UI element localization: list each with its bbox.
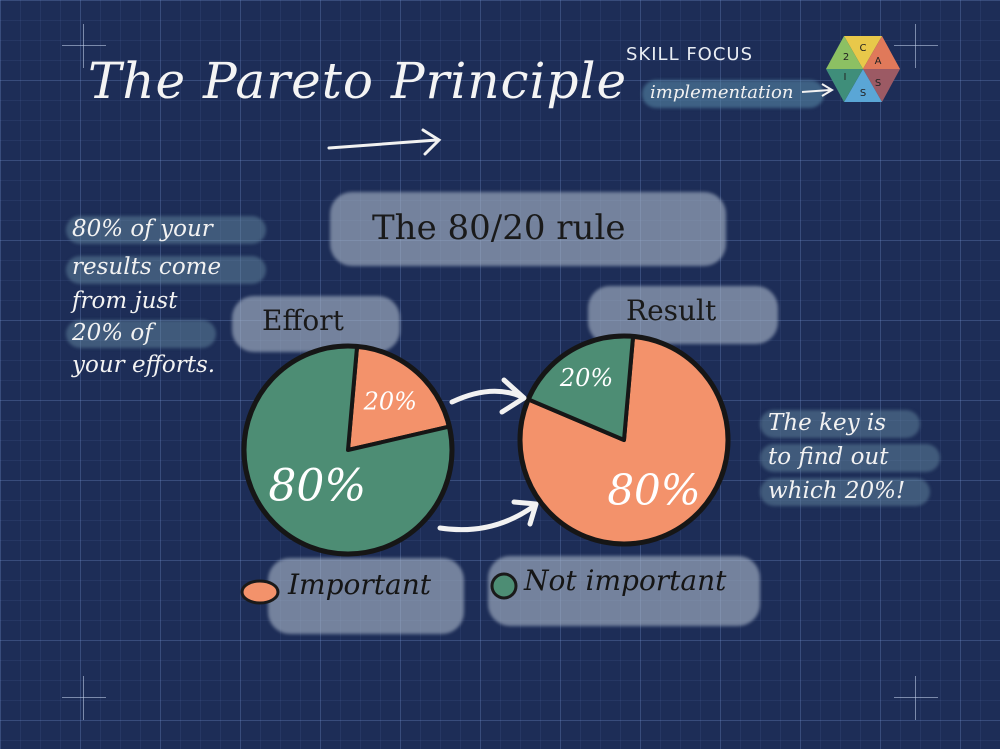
corner-mark-top-right bbox=[894, 24, 938, 68]
rule-heading-highlight bbox=[330, 192, 726, 266]
right-note-highlight-3 bbox=[760, 478, 930, 506]
left-note-highlight-4 bbox=[66, 320, 216, 348]
logo-letter-s2: S bbox=[860, 88, 866, 99]
left-note-line-1: 80% of your bbox=[72, 216, 213, 242]
left-note-line-5: your efforts. bbox=[72, 352, 216, 378]
right-note-line-1: The key is bbox=[768, 410, 887, 436]
left-note-line-2: results come bbox=[72, 254, 222, 280]
logo-letter-a: A bbox=[875, 56, 882, 67]
left-note-line-4: 20% of bbox=[72, 320, 153, 346]
legend-not-important-label: Not important bbox=[524, 564, 727, 597]
corner-mark-bottom-left bbox=[62, 676, 106, 720]
rule-heading: The 80/20 rule bbox=[372, 208, 626, 248]
skill-focus-value: implementation bbox=[650, 82, 794, 103]
effort-pie-title: Effort bbox=[262, 304, 344, 337]
legend-important-label: Important bbox=[288, 568, 432, 601]
legend-not-important-highlight bbox=[488, 556, 760, 626]
skill-arrow bbox=[801, 83, 834, 97]
effort-label-highlight bbox=[232, 296, 400, 352]
effort-pie-outline bbox=[241, 343, 455, 557]
effort-pie: 20% 80% bbox=[241, 343, 455, 557]
effort-slice-label-important: 20% bbox=[363, 388, 417, 416]
bottom-connector-arrowhead bbox=[511, 499, 539, 527]
left-note-highlight-2 bbox=[66, 256, 266, 284]
corner-mark-bottom-right bbox=[894, 676, 938, 720]
result-pie-outline bbox=[517, 333, 731, 547]
corner-mark-top-left bbox=[62, 24, 106, 68]
legend-not-important-swatch bbox=[490, 572, 518, 600]
logo-letter-i: I bbox=[844, 72, 847, 83]
result-slice-label-not-important: 20% bbox=[559, 364, 613, 392]
logo-letter-2: 2 bbox=[843, 52, 849, 63]
effort-slice-label-not-important: 80% bbox=[268, 461, 366, 512]
skill-value-highlight bbox=[642, 80, 824, 108]
page-title: The Pareto Principle bbox=[88, 52, 628, 110]
right-note-line-3: which 20%! bbox=[768, 478, 906, 504]
bottom-connector-arrow bbox=[437, 503, 537, 533]
right-note-highlight-2 bbox=[760, 444, 940, 472]
logo-letter-c: C bbox=[860, 43, 867, 54]
right-note-line-2: to find out bbox=[768, 444, 889, 470]
result-slice-label-important: 80% bbox=[607, 466, 700, 515]
top-connector-arrow bbox=[449, 388, 523, 405]
legend-important-highlight bbox=[268, 558, 464, 634]
logo-letter-s: S bbox=[875, 78, 881, 89]
legend-important-swatch bbox=[240, 579, 280, 605]
skill-focus-title: SKILL FOCUS bbox=[626, 44, 754, 65]
left-note-line-3: from just bbox=[72, 288, 178, 314]
top-connector-arrowhead bbox=[499, 377, 527, 415]
left-note-highlight-1 bbox=[66, 216, 266, 244]
right-note-highlight-1 bbox=[760, 410, 920, 438]
title-arrow-underline bbox=[327, 128, 442, 156]
result-pie-title: Result bbox=[626, 294, 717, 327]
skill-hexagon-logo: C A S S I 2 bbox=[826, 36, 900, 102]
result-pie: 80% 20% bbox=[517, 333, 731, 547]
